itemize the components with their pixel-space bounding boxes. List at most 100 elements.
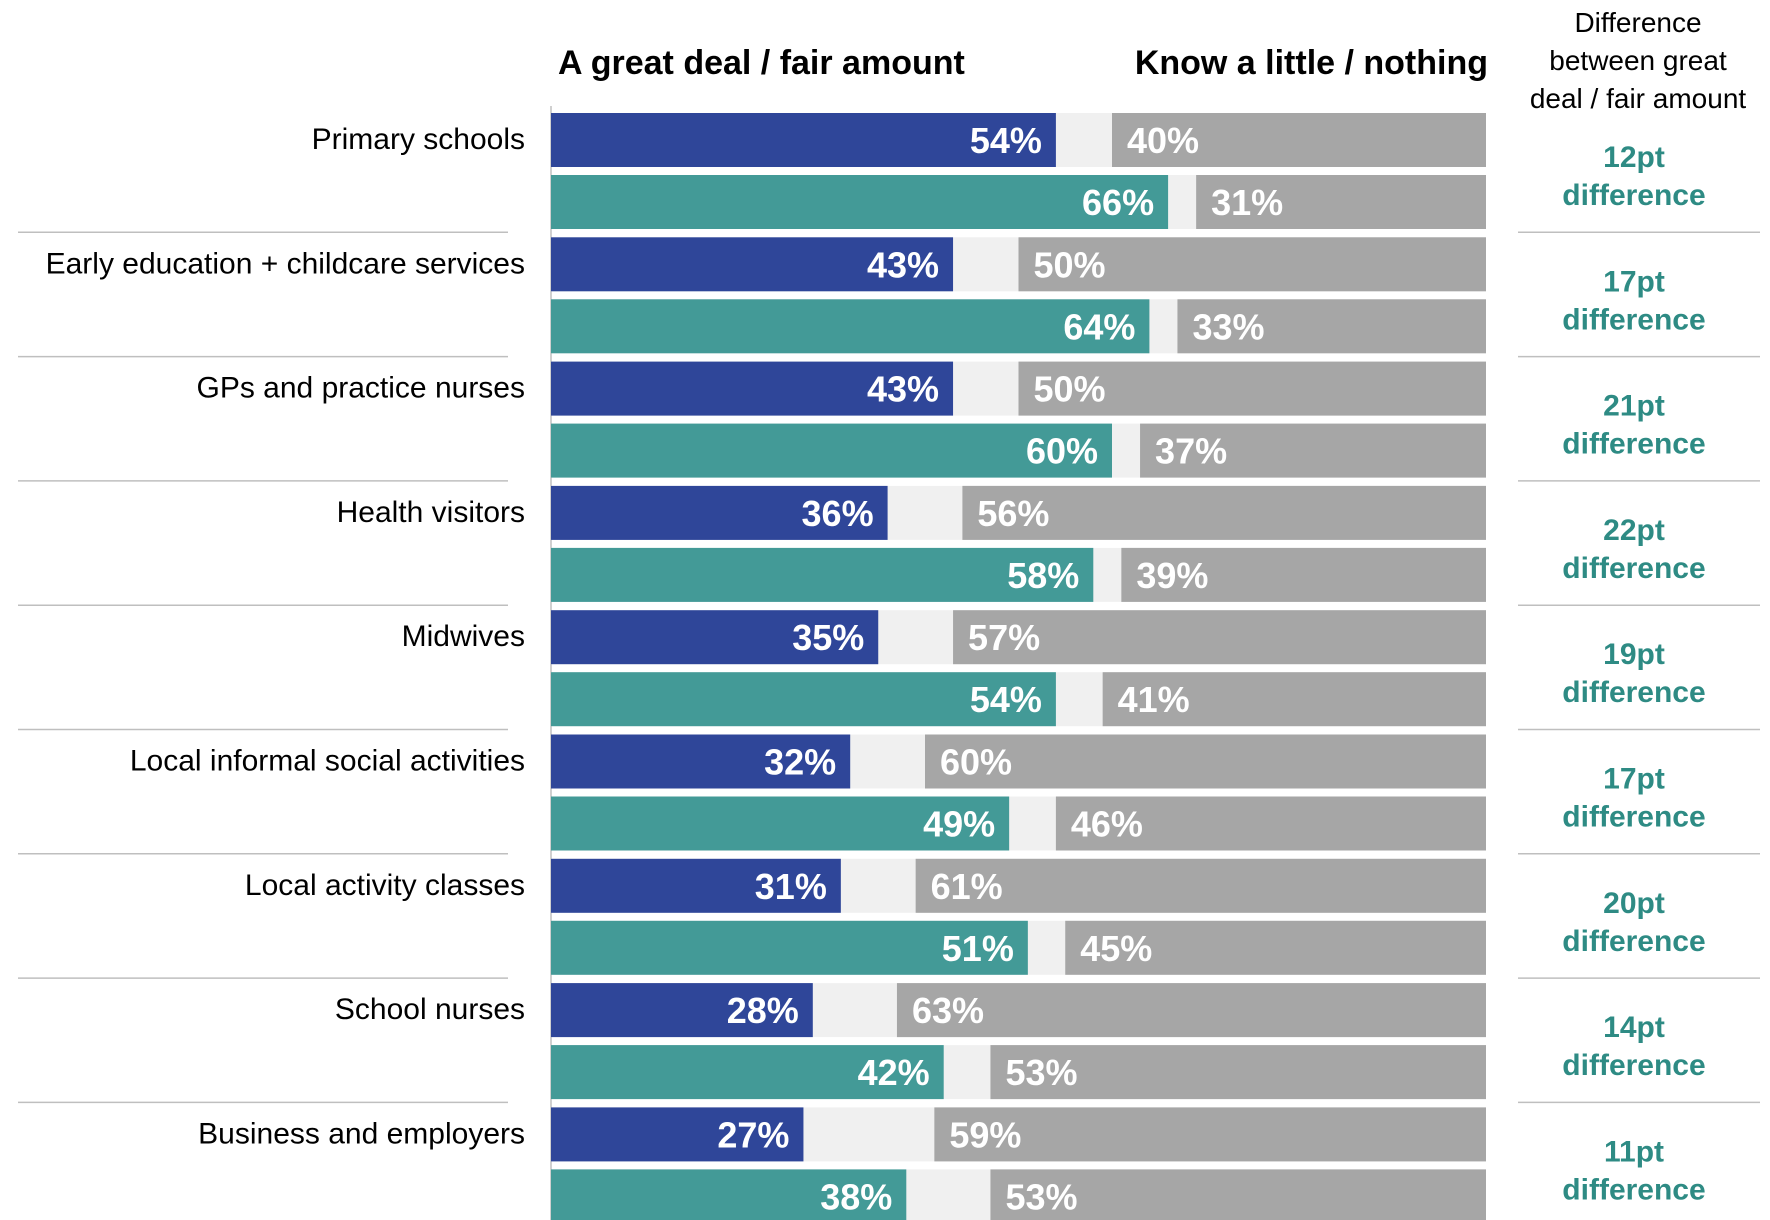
bar-great-deal [551, 113, 1056, 167]
data-label-know-little: 45% [1080, 928, 1152, 969]
bar-know-little [1018, 361, 1486, 416]
data-label-great-deal: 27% [717, 1114, 789, 1155]
data-label-great-deal: 38% [820, 1176, 892, 1217]
category-label: School nurses [335, 993, 525, 1026]
data-label-great-deal: 51% [942, 928, 1014, 969]
data-label-great-deal: 28% [727, 990, 799, 1031]
category-label: Early education + childcare services [46, 247, 525, 280]
data-label-great-deal: 43% [867, 244, 939, 285]
header-great-deal: A great deal / fair amount [558, 44, 965, 82]
data-label-know-little: 50% [1034, 244, 1106, 285]
data-label-great-deal: 31% [755, 866, 827, 907]
data-label-know-little: 39% [1136, 555, 1208, 596]
data-label-know-little: 41% [1118, 679, 1190, 720]
data-label-know-little: 57% [968, 617, 1040, 658]
bar-know-little [1177, 299, 1486, 354]
data-label-great-deal: 35% [792, 617, 864, 658]
bar-great-deal [551, 547, 1094, 602]
bar-know-little [934, 1107, 1486, 1162]
bar-know-little [925, 734, 1486, 789]
data-label-great-deal: 64% [1063, 306, 1135, 347]
category-label: Local informal social activities [130, 745, 525, 778]
data-label-know-little: 63% [912, 990, 984, 1031]
data-label-know-little: 33% [1192, 306, 1264, 347]
data-label-know-little: 40% [1127, 120, 1199, 161]
bar-great-deal [551, 175, 1169, 229]
bar-know-little [915, 858, 1486, 913]
header-difference-line-1: Difference [1574, 7, 1701, 38]
difference-suffix: difference [1562, 303, 1705, 336]
difference-suffix: difference [1562, 676, 1705, 709]
difference-value: 14pt [1603, 1011, 1665, 1044]
data-label-great-deal: 54% [970, 120, 1042, 161]
bar-great-deal [551, 858, 841, 913]
difference-value: 17pt [1603, 763, 1665, 796]
data-label-know-little: 60% [940, 742, 1012, 783]
data-label-great-deal: 54% [970, 679, 1042, 720]
data-label-great-deal: 60% [1026, 431, 1098, 472]
data-label-great-deal: 43% [867, 369, 939, 410]
difference-value: 19pt [1603, 638, 1665, 671]
header-difference-line-2: between great [1549, 45, 1727, 76]
difference-value: 12pt [1603, 141, 1665, 174]
data-label-great-deal: 49% [923, 804, 995, 845]
bar-great-deal [551, 610, 879, 665]
bar-great-deal [551, 672, 1056, 727]
bar-know-little [1065, 920, 1486, 975]
data-label-know-little: 56% [977, 493, 1049, 534]
difference-value: 17pt [1603, 265, 1665, 298]
data-label-great-deal: 58% [1007, 555, 1079, 596]
difference-suffix: difference [1562, 179, 1705, 212]
data-label-know-little: 50% [1034, 369, 1106, 410]
difference-suffix: difference [1562, 428, 1705, 461]
bar-know-little [1196, 175, 1486, 229]
data-label-know-little: 61% [931, 866, 1003, 907]
bar-great-deal [551, 485, 888, 540]
difference-suffix: difference [1562, 552, 1705, 585]
difference-suffix: difference [1562, 925, 1705, 958]
bar-great-deal [551, 734, 851, 789]
difference-suffix: difference [1562, 1049, 1705, 1082]
data-label-great-deal: 36% [802, 493, 874, 534]
bar-great-deal [551, 796, 1010, 851]
bar-know-little [990, 1045, 1486, 1100]
bar-great-deal [551, 983, 813, 1038]
bar-know-little [1102, 672, 1486, 727]
bar-great-deal [551, 1169, 907, 1220]
data-label-know-little: 31% [1211, 182, 1283, 223]
bar-great-deal [551, 237, 954, 292]
category-label: Business and employers [198, 1117, 525, 1150]
bar-know-little [990, 1169, 1486, 1220]
bar-know-little [1140, 423, 1486, 478]
category-label: Health visitors [337, 496, 525, 529]
data-label-great-deal: 32% [764, 742, 836, 783]
bar-great-deal [551, 361, 954, 416]
category-label: Midwives [402, 620, 525, 653]
data-label-know-little: 37% [1155, 431, 1227, 472]
bar-know-little [962, 485, 1486, 540]
header-difference-line-3: deal / fair amount [1530, 83, 1747, 114]
data-label-know-little: 59% [949, 1114, 1021, 1155]
data-label-great-deal: 66% [1082, 182, 1154, 223]
bar-know-little [953, 610, 1486, 665]
category-label: GPs and practice nurses [197, 372, 526, 405]
bar-great-deal [551, 920, 1028, 975]
category-label: Primary schools [312, 123, 525, 156]
difference-value: 20pt [1603, 887, 1665, 920]
data-label-know-little: 46% [1071, 804, 1143, 845]
bar-great-deal [551, 299, 1150, 354]
difference-value: 22pt [1603, 514, 1665, 547]
data-label-great-deal: 42% [858, 1052, 930, 1093]
bar-know-little [1121, 547, 1486, 602]
bar-know-little [896, 983, 1486, 1038]
data-label-know-little: 53% [1005, 1176, 1077, 1217]
bar-know-little [1055, 796, 1486, 851]
bar-great-deal [551, 1107, 804, 1162]
bar-great-deal [551, 1045, 944, 1100]
category-label: Local activity classes [245, 869, 525, 902]
difference-value: 21pt [1603, 390, 1665, 423]
bar-know-little [1018, 237, 1486, 292]
difference-suffix: difference [1562, 801, 1705, 834]
data-label-know-little: 53% [1005, 1052, 1077, 1093]
